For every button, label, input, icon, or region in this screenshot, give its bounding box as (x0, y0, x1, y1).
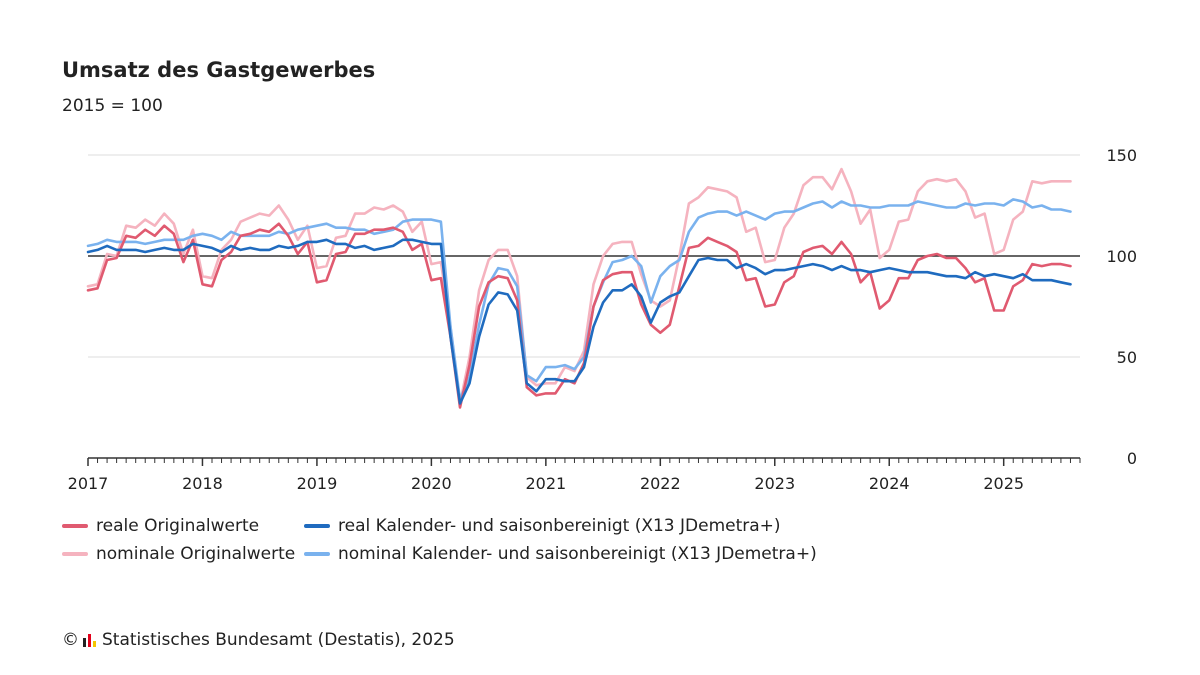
legend: reale Originalwerte real Kalender- und s… (62, 516, 817, 564)
copyright-symbol: © (62, 630, 79, 650)
legend-label: reale Originalwerte (96, 516, 260, 536)
destatis-logo-icon (83, 633, 96, 647)
x-tick-label: 2018 (182, 474, 223, 493)
x-tick-label: 2017 (68, 474, 109, 493)
series-line-2 (86, 167, 1072, 405)
y-tick-label: 150 (1106, 146, 1137, 165)
x-tick-label: 2025 (983, 474, 1024, 493)
x-tick-label: 2019 (297, 474, 338, 493)
legend-swatch-nom-sa (304, 552, 330, 556)
legend-item-real-sa: real Kalender- und saisonbereinigt (X13 … (304, 516, 817, 536)
source-text: Statistisches Bundesamt (Destatis), 2025 (102, 630, 455, 650)
x-tick-label: 2022 (640, 474, 681, 493)
legend-item-nom-orig: nominale Originalwerte (62, 544, 304, 564)
y-tick-label: 50 (1117, 348, 1137, 367)
legend-item-nom-sa: nominal Kalender- und saisonbereinigt (X… (304, 544, 817, 564)
series-line-1 (86, 238, 1072, 405)
legend-swatch-real-orig (62, 524, 88, 528)
x-tick-label: 2023 (754, 474, 795, 493)
legend-item-real-orig: reale Originalwerte (62, 516, 304, 536)
x-tick-label: 2024 (869, 474, 910, 493)
chart-title: Umsatz des Gastgewerbes (62, 58, 376, 82)
legend-label: real Kalender- und saisonbereinigt (X13 … (338, 516, 781, 536)
legend-label: nominale Originalwerte (96, 544, 296, 564)
x-tick-label: 2020 (411, 474, 452, 493)
y-tick-label: 100 (1106, 247, 1137, 266)
series-line-3 (86, 198, 1072, 401)
x-tick-label: 2021 (525, 474, 566, 493)
source-footer: © Statistisches Bundesamt (Destatis), 20… (62, 630, 455, 650)
legend-label: nominal Kalender- und saisonbereinigt (X… (338, 544, 817, 564)
legend-swatch-real-sa (304, 524, 330, 528)
legend-swatch-nom-orig (62, 552, 88, 556)
chart-subtitle: 2015 = 100 (62, 96, 163, 116)
y-tick-label: 0 (1127, 449, 1137, 468)
series-line-0 (86, 222, 1072, 409)
